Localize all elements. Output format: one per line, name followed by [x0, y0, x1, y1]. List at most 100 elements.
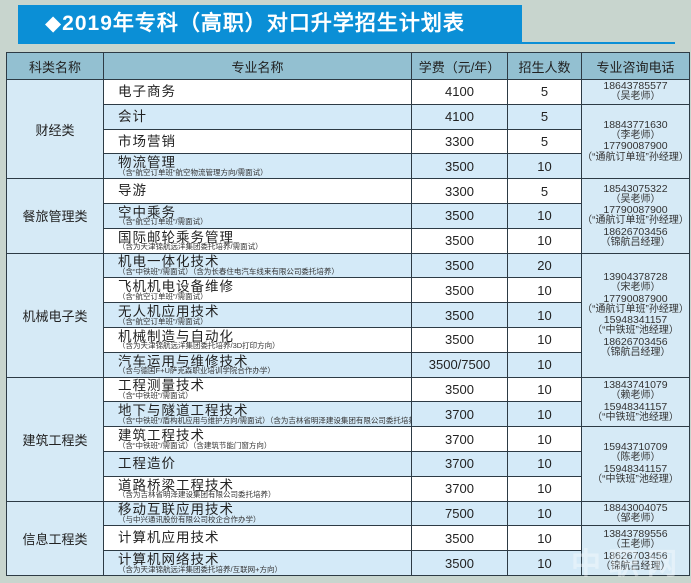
fee-cell: 3500	[411, 277, 508, 304]
contact-person: （李老师）	[610, 129, 661, 141]
contact-person: （陈老师）	[610, 452, 661, 464]
count-cell: 5	[507, 79, 582, 105]
contact-person: （吴老师）	[610, 91, 661, 103]
category-cell: 餐旅管理类	[6, 178, 104, 254]
table-row: 建筑工程技术 （含“中铁班”/需面试）（含建筑节能门窗方向） 3700 10 15943…	[7, 426, 690, 502]
table-row: 道路桥梁工程技术 （含为吉林省明泽建设集团有限公司委托培养） 3700 10	[7, 475, 690, 502]
contact-person: （邹老师）	[610, 512, 661, 524]
major-cell: 机电一体化技术 （含“中铁班”/需面试）（含为长春住电汽车线束有限公司委托培养）	[103, 252, 412, 279]
major-cell: 会计	[103, 103, 412, 130]
count-cell: 5	[507, 128, 582, 155]
fee-cell: 3500	[411, 302, 508, 328]
header-count: 招生人数	[507, 52, 582, 80]
table-header-row: 科类名称 专业名称 学费（元/年） 招生人数 专业咨询电话	[6, 52, 690, 80]
phone-cell: 15943710709 （陈老师） 15948341157 （“中铁班”池经理）	[581, 426, 690, 502]
major-name: 国际邮轮乘务管理	[118, 229, 234, 245]
major-note: （含为吉林省明泽建设集团有限公司委托培养）	[118, 490, 276, 500]
major-cell: 机械制造与自动化 （含为天津锦航远洋集团委托培养/3D打印方向）	[103, 326, 412, 353]
contact-person: （吴老师）	[610, 193, 661, 205]
phone-number: 18626703456	[603, 549, 668, 562]
fee-cell: 3500	[411, 153, 508, 180]
header-category: 科类名称	[6, 52, 104, 80]
major-note: （含“航空订单班”/需面试）	[118, 291, 208, 301]
phone-number: 15948341157	[603, 314, 668, 327]
major-cell: 建筑工程技术 （含“中铁班”/需面试）（含建筑节能门窗方向）	[103, 426, 412, 452]
count-cell: 10	[507, 450, 582, 477]
major-name: 工程造价	[118, 456, 176, 472]
contact-person: （王老师）	[610, 539, 661, 551]
count-cell: 10	[507, 277, 582, 304]
header-fee: 学费（元/年）	[411, 52, 508, 80]
phone-number: 18543075322	[603, 182, 668, 195]
count-cell: 10	[507, 401, 582, 428]
phone-cell: 18543075322 （吴老师） 17790087900 （“通航订单班”孙经理） 1…	[581, 178, 690, 254]
major-note: （含“中铁班”/需面试）（含建筑节能门窗方向）	[118, 440, 272, 450]
category-cell: 机械电子类	[6, 252, 104, 378]
major-name: 汽车运用与维修技术	[118, 353, 249, 369]
count-cell: 5	[507, 103, 582, 130]
table-row: 工程造价 3700 10	[7, 450, 690, 477]
major-name: 物流管理	[118, 155, 176, 171]
major-name: 移动互联应用技术	[118, 502, 234, 518]
phone-number: 17790087900	[603, 140, 668, 153]
major-cell: 市场营销	[103, 128, 412, 155]
major-name: 计算机应用技术	[118, 530, 220, 546]
phone-cell: 18643785577 （吴老师）	[581, 79, 690, 105]
phone-number: 13843741079	[603, 379, 668, 392]
phone-number: 18843771630	[603, 118, 668, 131]
major-name: 工程测量技术	[118, 378, 205, 394]
count-cell: 10	[507, 302, 582, 328]
major-name: 飞机机电设备维修	[118, 279, 234, 295]
count-cell: 10	[507, 376, 582, 403]
phone-number: 15948341157	[603, 462, 668, 475]
fee-cell: 4100	[411, 79, 508, 105]
major-note: （含“航空订单班”航空物流管理方向/需面试）	[118, 167, 268, 177]
count-cell: 10	[507, 500, 582, 527]
contact-person: （“中铁班”池经理）	[592, 325, 679, 337]
fee-cell: 3500	[411, 326, 508, 353]
phone-cell: 13843741079 （赖老师） 15948341157 （“中铁班”池经理）	[581, 376, 690, 428]
table-row: 地下与隧道工程技术 （含“中铁班”/盾构机应用与维护方向/需面试）（含为吉林省明泽…	[7, 401, 690, 428]
table-row: 财经类 电子商务 4100 5 18643785577 （吴老师）	[6, 78, 690, 180]
phone-cell: 18843004075 （邹老师）	[581, 500, 690, 527]
major-name: 机电一体化技术	[118, 254, 220, 270]
count-cell: 10	[507, 351, 582, 378]
contact-person: （赖老师）	[610, 390, 661, 402]
watermark: 中职网	[571, 548, 685, 581]
contact-person: （锦航吕经理）	[600, 236, 671, 248]
major-note: （含“中铁班”/需面试）	[118, 390, 193, 400]
phone-number: 18843004075	[603, 501, 668, 514]
count-cell: 10	[507, 227, 582, 254]
major-note: （含为天津锦航远洋集团委托培养/需面试）	[118, 242, 263, 252]
major-cell: 道路桥梁工程技术 （含为吉林省明泽建设集团有限公司委托培养）	[103, 475, 412, 502]
header-major: 专业名称	[103, 52, 412, 80]
title-underline	[18, 42, 675, 44]
phone-cell: 18843771630 （李老师） 17790087900 （“通航订单班”孙经理）	[581, 103, 690, 180]
fee-cell: 3500	[411, 376, 508, 403]
major-cell: 计算机网络技术 （含为天津锦航远洋集团委托培养/互联网+方向）	[103, 550, 412, 576]
major-note: （含“航空订单班”/需面试）	[118, 316, 208, 326]
major-cell: 计算机应用技术	[103, 525, 412, 552]
fee-cell: 3500	[411, 525, 508, 552]
category-cell: 信息工程类	[6, 500, 104, 576]
fee-cell: 3500	[411, 202, 508, 229]
fee-cell: 3700	[411, 401, 508, 428]
fee-cell: 3300	[411, 128, 508, 155]
fee-cell: 7500	[411, 500, 508, 527]
enrollment-plan-table: 科类名称 专业名称 学费（元/年） 招生人数 专业咨询电话 财经类 电子商务 410…	[6, 52, 690, 576]
count-cell: 10	[507, 426, 582, 452]
fee-cell: 3500	[411, 227, 508, 254]
count-cell: 10	[507, 153, 582, 180]
count-cell: 10	[507, 326, 582, 353]
major-cell: 工程造价	[103, 450, 412, 477]
major-cell: 移动互联应用技术 （与中兴通讯股份有限公司校企合作办学）	[103, 500, 412, 527]
major-cell: 电子商务	[103, 79, 412, 105]
count-cell: 10	[507, 475, 582, 502]
major-cell: 汽车运用与维修技术 （含与德国F+U萨克森职业培训学院合作办学）	[103, 351, 412, 378]
phone-number: 13904378728	[603, 271, 668, 284]
major-name: 地下与隧道工程技术	[118, 403, 249, 419]
fee-cell: 3500/7500	[411, 351, 508, 378]
major-name: 机械制造与自动化	[118, 328, 234, 344]
fee-cell: 3700	[411, 426, 508, 452]
contact-person: （“中铁班”池经理）	[592, 473, 679, 485]
